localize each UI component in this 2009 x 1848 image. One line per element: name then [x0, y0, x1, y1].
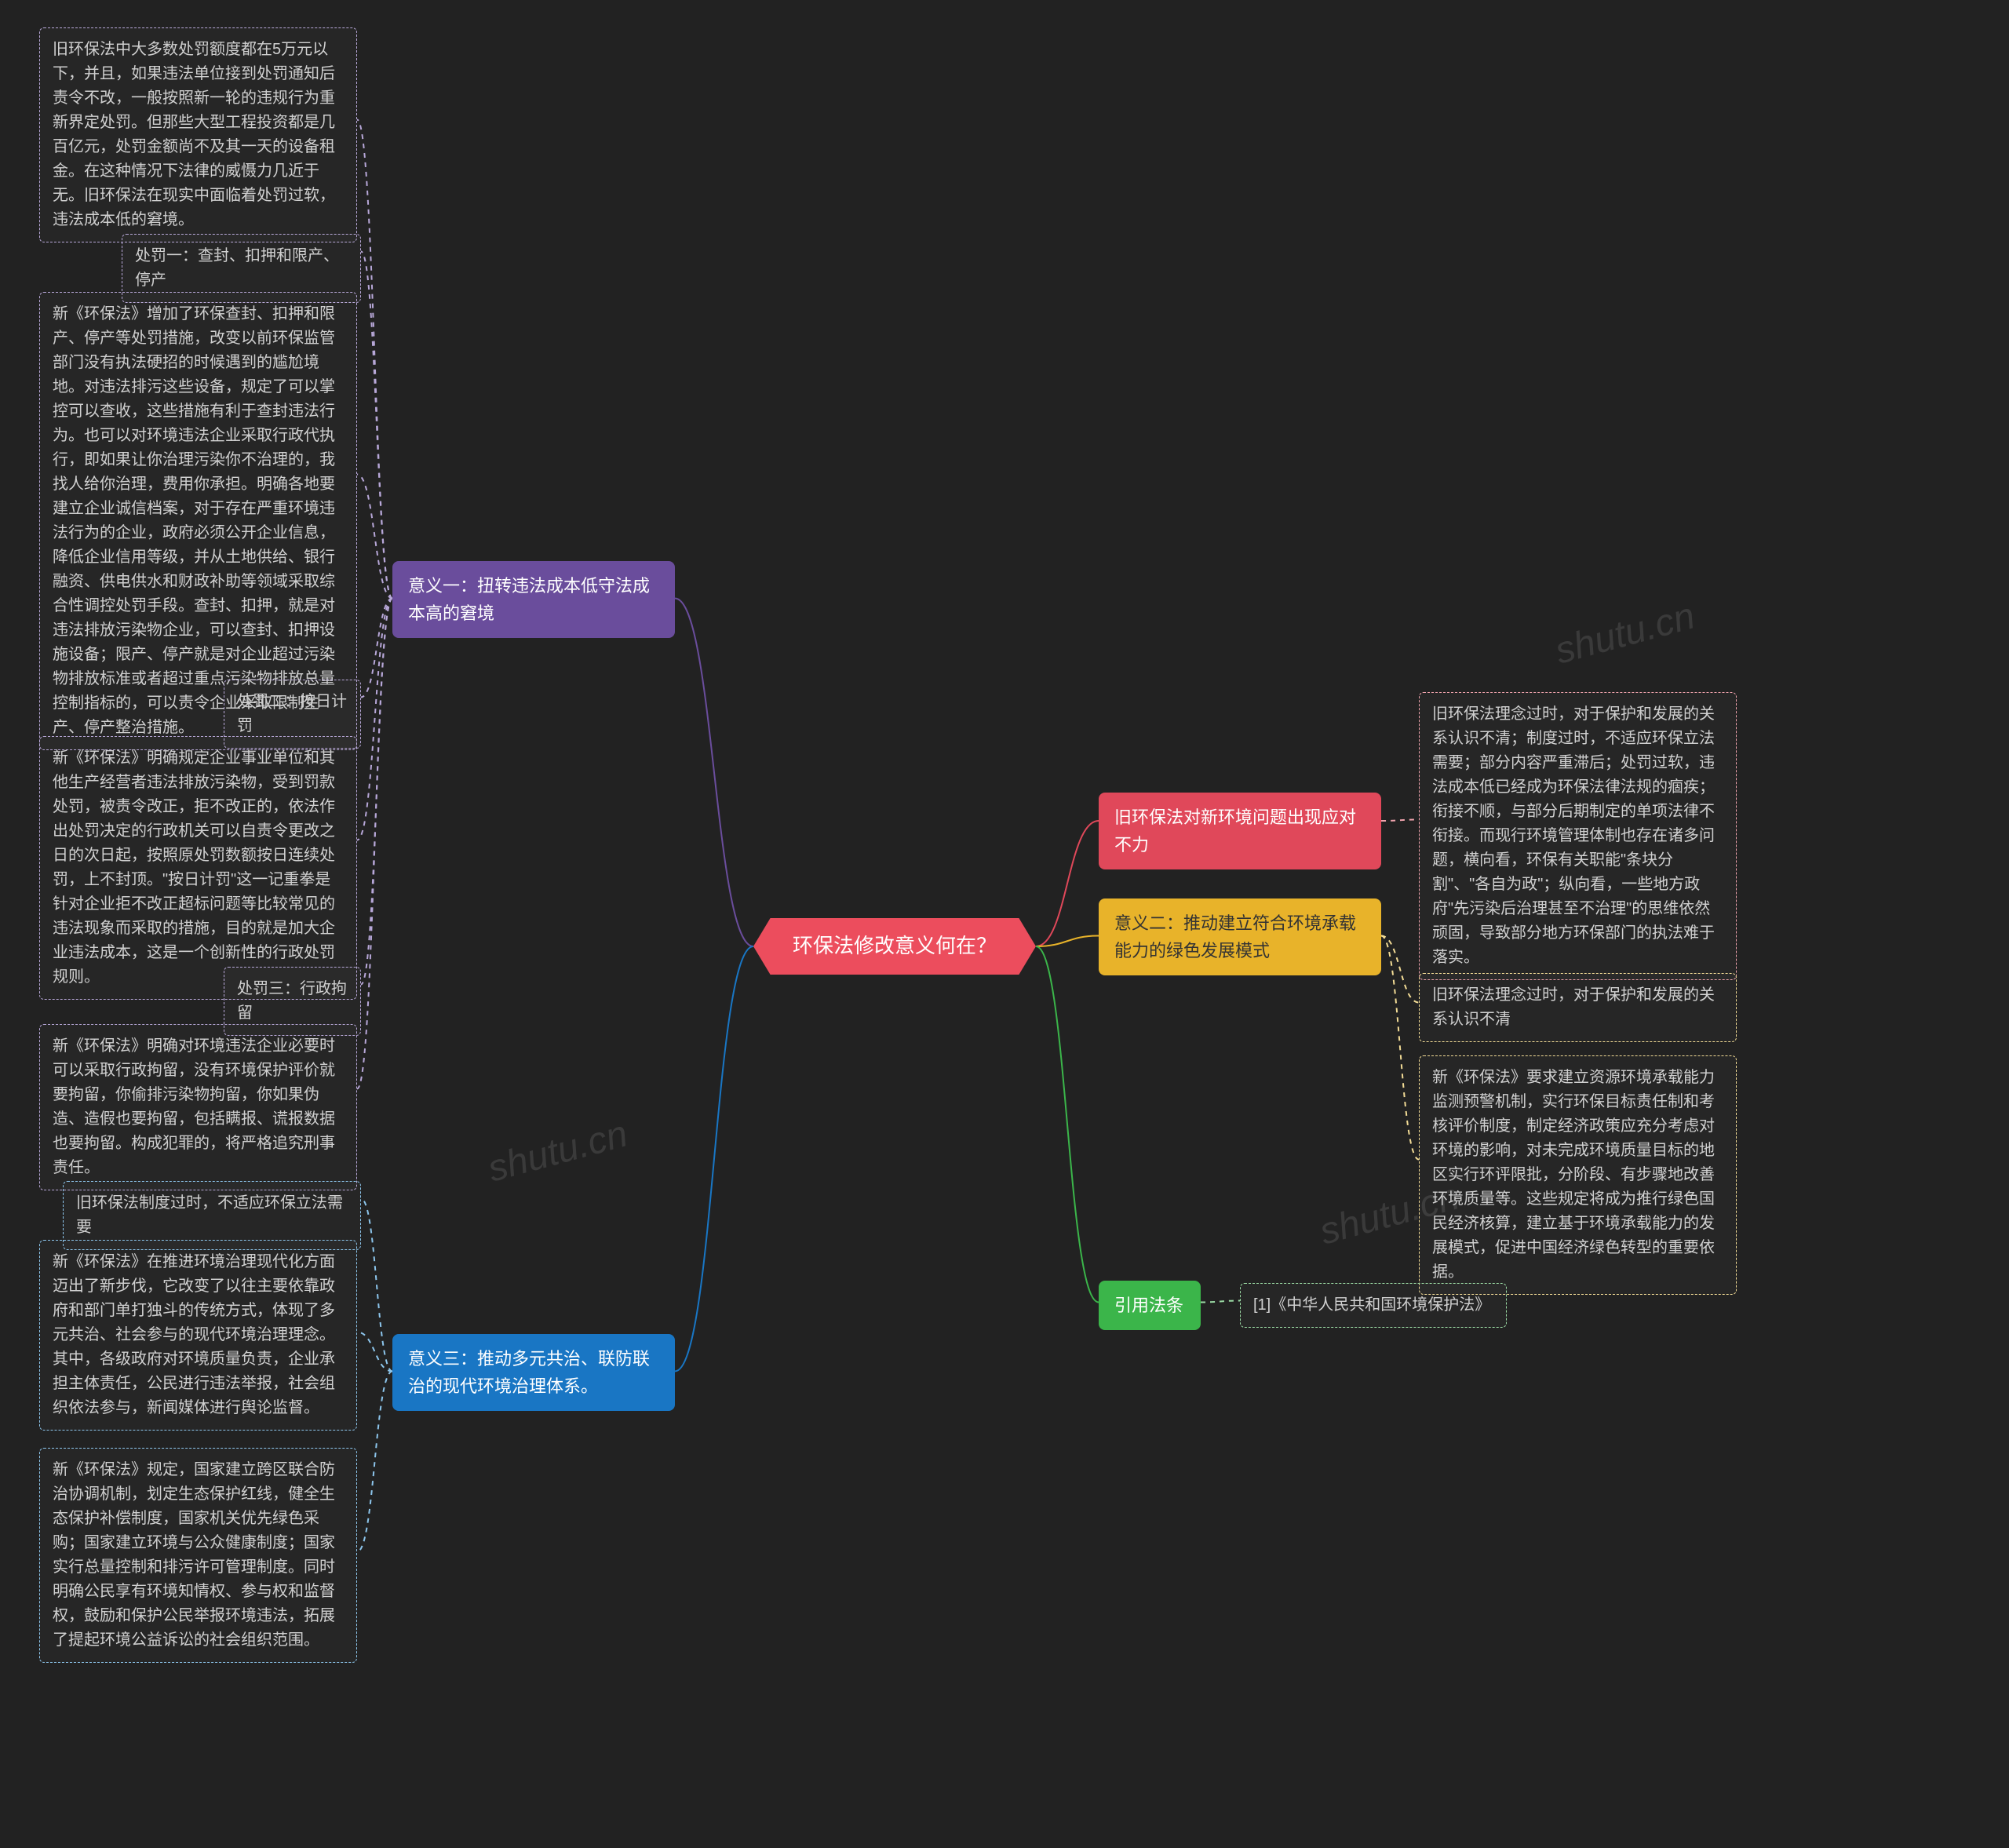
connector-m3-m3c3	[357, 1372, 392, 1552]
connector-root-r1	[1036, 821, 1099, 946]
node-r3c1: [1]《中华人民共和国环境保护法》	[1240, 1283, 1507, 1328]
connector-m1-m1c6	[361, 599, 392, 985]
node-m3c2: 新《环保法》在推进环境治理现代化方面迈出了新步伐，它改变了以往主要依靠政府和部门…	[39, 1240, 357, 1431]
connector-m1-m1c7	[357, 599, 392, 1089]
watermark: shutu.cn	[1551, 594, 1700, 672]
node-m1c7: 新《环保法》明确对环境违法企业必要时可以采取行政拘留，没有环境保护评价就要拘留，…	[39, 1024, 357, 1190]
node-r1c1: 旧环保法理念过时，对于保护和发展的关系认识不清；制度过时，不适应环保立法需要；部…	[1419, 692, 1737, 980]
node-r2c2: 新《环保法》要求建立资源环境承载能力监测预警机制，实行环保目标责任制和考核评价制…	[1419, 1055, 1737, 1295]
connector-root-m3	[675, 946, 753, 1372]
connector-r2-r2c2	[1381, 936, 1419, 1160]
connector-root-r2	[1036, 936, 1099, 947]
node-r2c1: 旧环保法理念过时，对于保护和发展的关系认识不清	[1419, 973, 1737, 1042]
node-root: 环保法修改意义何在？	[753, 918, 1036, 975]
node-m1c1: 旧环保法中大多数处罚额度都在5万元以下，并且，如果违法单位接到处罚通知后责令不改…	[39, 27, 357, 242]
connector-m1-m1c3	[357, 475, 392, 599]
connector-m3-m3c2	[357, 1332, 392, 1372]
watermark: shutu.cn	[483, 1112, 633, 1190]
connector-m1-m1c2	[361, 252, 392, 599]
node-r1: 旧环保法对新环境问题出现应对不力	[1099, 793, 1381, 869]
connector-r3-r3c1	[1201, 1301, 1240, 1303]
node-m1: 意义一：扭转违法成本低守法成本高的窘境	[392, 561, 675, 638]
connector-m1-m1c5	[357, 599, 392, 840]
connector-m3-m3c1	[361, 1199, 392, 1372]
connector-root-r3	[1036, 946, 1099, 1303]
connector-m1-m1c1	[357, 120, 392, 599]
node-r2: 意义二：推动建立符合环境承载能力的绿色发展模式	[1099, 898, 1381, 975]
node-r3: 引用法条	[1099, 1281, 1201, 1330]
connector-m1-m1c4	[361, 599, 392, 698]
node-m3c3: 新《环保法》规定，国家建立跨区联合防治协调机制，划定生态保护红线，健全生态保护补…	[39, 1448, 357, 1663]
node-m3: 意义三：推动多元共治、联防联治的现代环境治理体系。	[392, 1334, 675, 1411]
connector-root-m1	[675, 599, 753, 947]
connector-r1-r1c1	[1381, 820, 1419, 822]
node-m1c5: 新《环保法》明确规定企业事业单位和其他生产经营者违法排放污染物，受到罚款处罚，被…	[39, 736, 357, 1000]
connector-r2-r2c1	[1381, 936, 1419, 1003]
